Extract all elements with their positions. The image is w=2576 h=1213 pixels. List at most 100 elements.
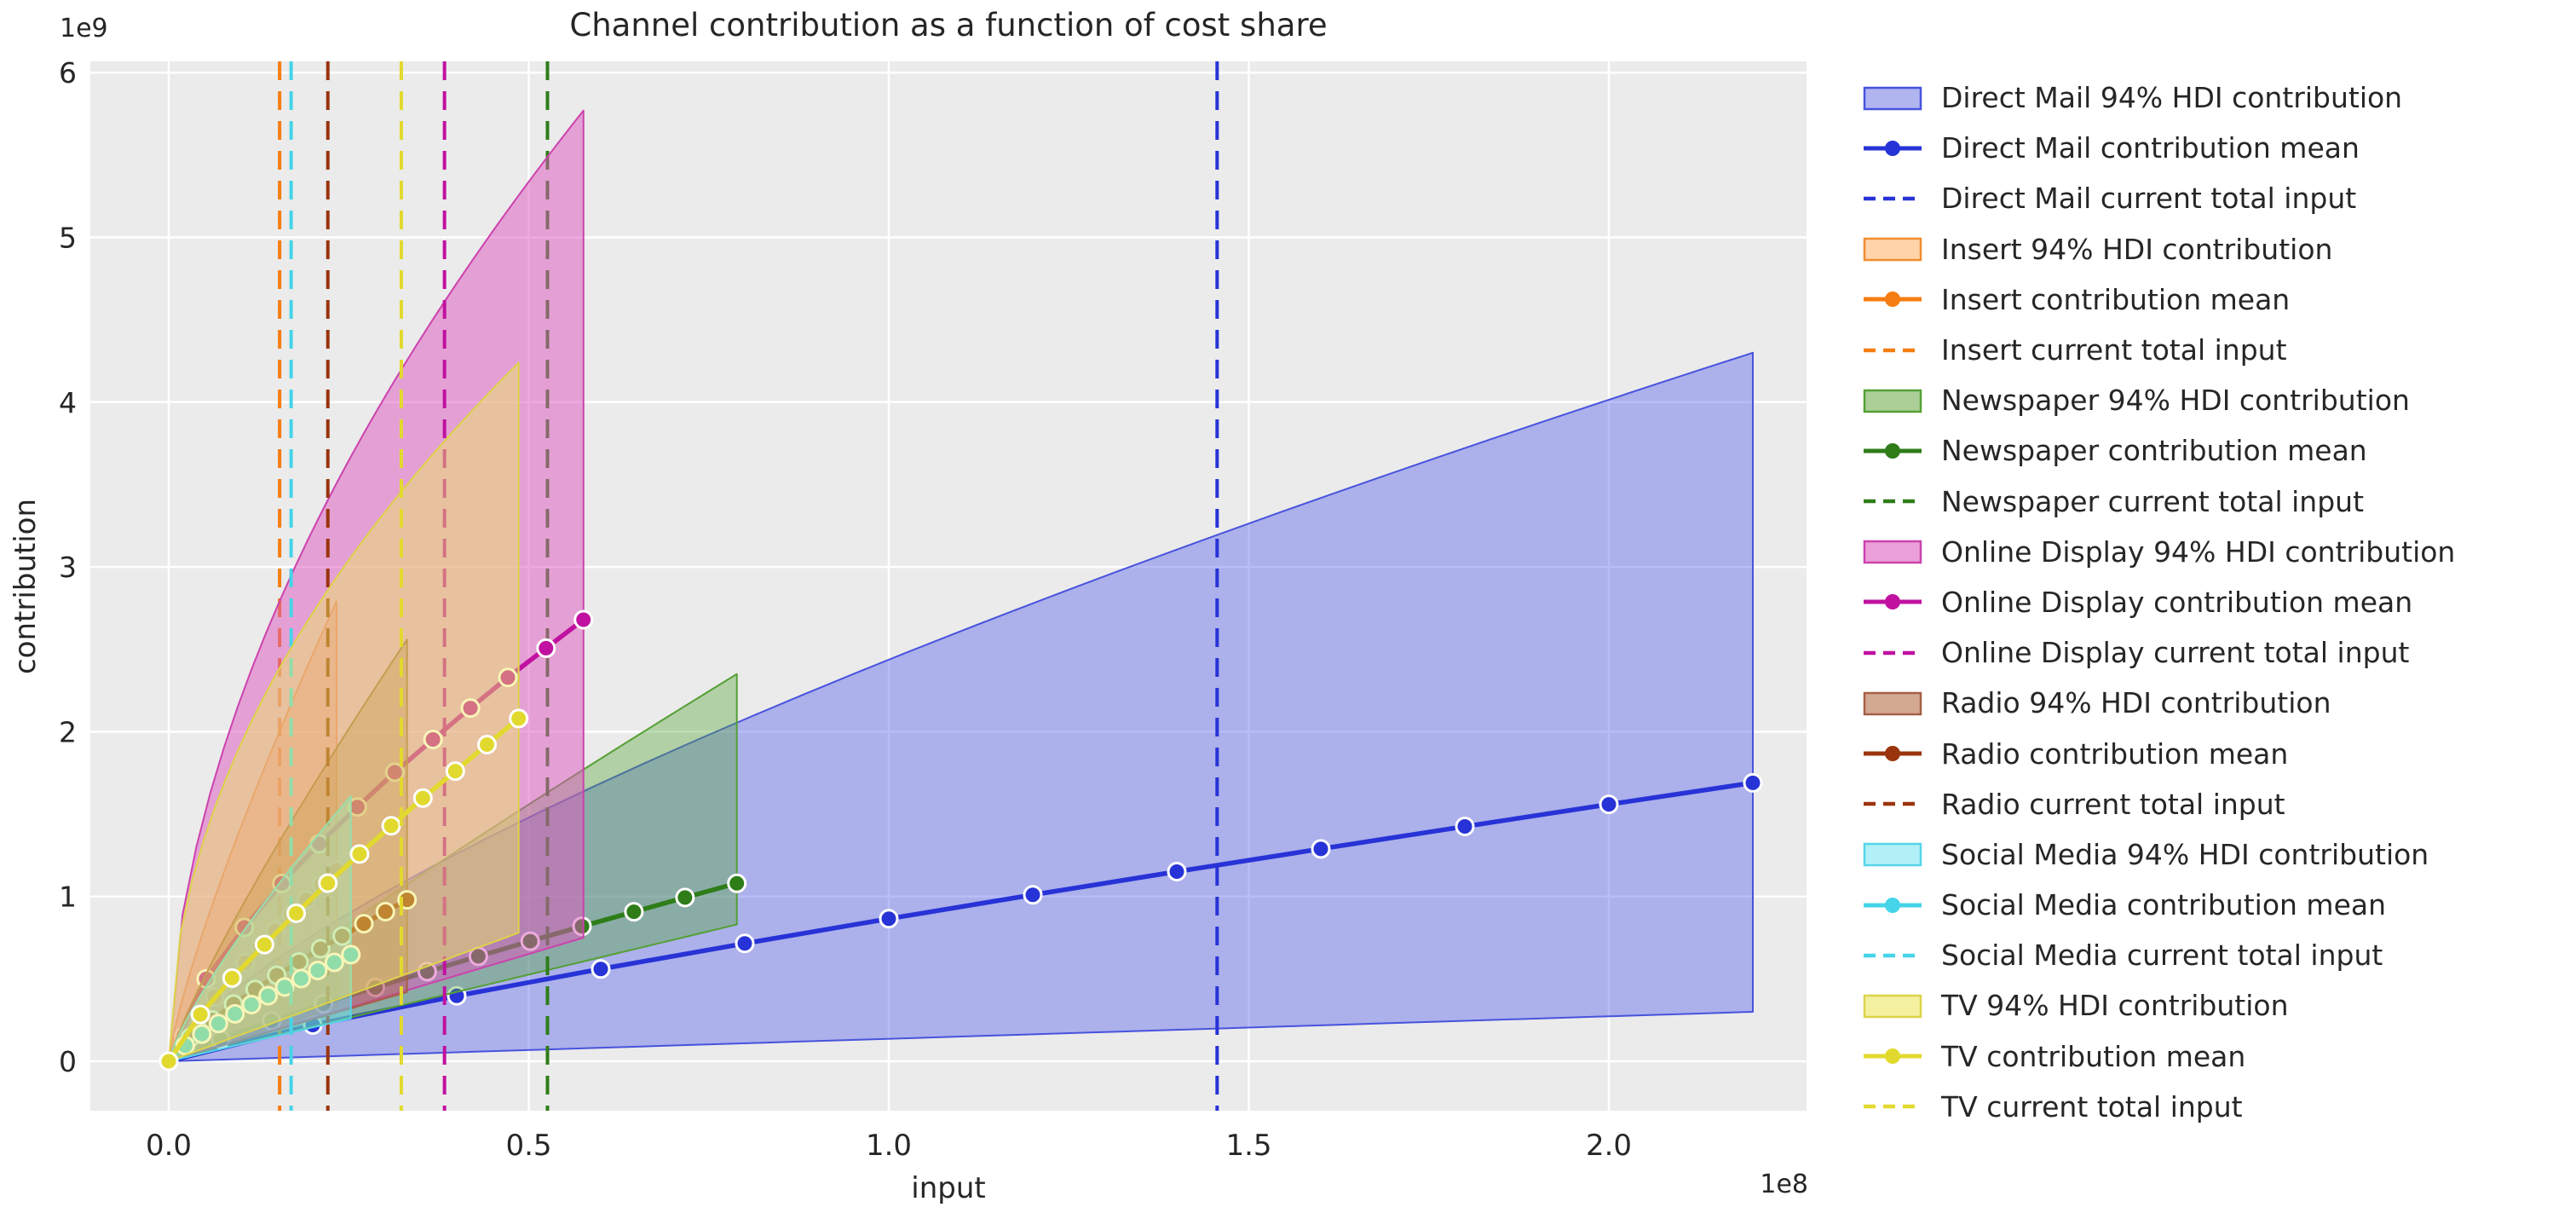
legend-item: Insert 94% HDI contribution (1863, 224, 2570, 274)
legend-dash-swatch-icon (1864, 499, 1922, 504)
legend-label: Radio 94% HDI contribution (1941, 686, 2331, 720)
legend-item: Newspaper 94% HDI contribution (1863, 375, 2570, 425)
mean-dot-tv (190, 1004, 210, 1025)
mean-dot-direct-mail (735, 933, 755, 954)
mean-dot-tv (318, 873, 338, 893)
mean-dot-social-media (291, 968, 311, 989)
hdi-band-tv (168, 361, 520, 1062)
mean-dot-direct-mail (1023, 885, 1043, 905)
mean-dot-tv (412, 788, 433, 808)
chart-title: Channel contribution as a function of co… (569, 7, 1328, 43)
mean-dot-social-media (324, 952, 344, 973)
y-tick-label: 4 (59, 386, 77, 419)
mean-dot-online-display (536, 638, 556, 658)
mean-dot-social-media (274, 977, 295, 997)
mean-dot-tv (254, 934, 274, 955)
legend-item: Online Display 94% HDI contribution (1863, 527, 2570, 577)
legend-line-swatch-icon (1864, 897, 1922, 913)
legend-dash-swatch-icon (1864, 348, 1922, 352)
legend-label: Online Display 94% HDI contribution (1941, 534, 2456, 569)
legend-item: TV contribution mean (1863, 1031, 2570, 1082)
mean-dot-newspaper (727, 873, 747, 893)
legend-label: Direct Mail 94% HDI contribution (1941, 81, 2403, 115)
mean-dot-tv (158, 1051, 179, 1071)
legend-label: TV contribution mean (1941, 1039, 2246, 1073)
mean-dot-direct-mail (1311, 839, 1331, 859)
legend-dash-swatch-icon (1864, 196, 1922, 201)
mean-dot-tv (381, 816, 401, 836)
legend-item: Social Media contribution mean (1863, 880, 2570, 930)
x-axis-label: input (911, 1171, 986, 1205)
legend-item: Insert current total input (1863, 325, 2570, 375)
legend-item: Radio 94% HDI contribution (1863, 678, 2570, 728)
legend-patch-swatch-icon (1863, 86, 1922, 110)
legend-dash-swatch-icon (1864, 1105, 1922, 1109)
mean-dot-social-media (208, 1014, 228, 1034)
legend-line-swatch-icon (1864, 140, 1922, 156)
legend-label: Insert contribution mean (1941, 282, 2291, 316)
legend-item: Newspaper current total input (1863, 477, 2570, 527)
legend-patch-swatch-icon (1863, 237, 1922, 262)
legend-line-swatch-icon (1864, 1048, 1922, 1065)
mean-dot-social-media (308, 960, 328, 980)
legend: Direct Mail 94% HDI contribution Direct M… (1863, 72, 2570, 1132)
legend-label: Newspaper current total input (1941, 484, 2365, 518)
legend-label: Insert 94% HDI contribution (1941, 232, 2333, 266)
mean-dot-social-media (341, 944, 361, 965)
y-axis-label: contribution (9, 498, 43, 675)
mean-dot-online-display (347, 797, 367, 817)
mean-dot-social-media (192, 1024, 212, 1044)
mean-dot-online-display (384, 762, 405, 783)
mean-dot-social-media (225, 1003, 245, 1024)
legend-line-swatch-icon (1864, 594, 1922, 610)
mean-dot-direct-mail (1743, 772, 1763, 793)
legend-item: Newspaper contribution mean (1863, 425, 2570, 476)
mean-dot-direct-mail (1167, 862, 1187, 882)
y-tick-label: 3 (59, 551, 77, 584)
mean-dot-direct-mail (1455, 817, 1475, 837)
mean-dot-online-display (498, 667, 518, 688)
legend-label: Social Media 94% HDI contribution (1941, 837, 2429, 871)
y-tick-label: 6 (59, 56, 77, 90)
legend-item: Direct Mail current total input (1863, 173, 2570, 223)
legend-label: Direct Mail contribution mean (1941, 131, 2360, 165)
mean-dot-social-media (258, 985, 279, 1006)
y-tick-label: 1 (59, 881, 77, 914)
mean-dot-tv (509, 708, 529, 729)
mean-dot-direct-mail (879, 909, 899, 929)
legend-item: Insert contribution mean (1863, 274, 2570, 325)
y-axis-offset-text: 1e9 (60, 14, 108, 43)
legend-label: Online Display contribution mean (1941, 585, 2413, 619)
legend-dash-swatch-icon (1864, 953, 1922, 958)
mean-dot-radio (375, 901, 395, 921)
mean-dot-direct-mail (591, 959, 611, 979)
legend-line-swatch-icon (1864, 746, 1922, 762)
y-tick-label: 2 (59, 715, 77, 748)
mean-dot-newspaper (624, 902, 644, 922)
legend-item: TV 94% HDI contribution (1863, 980, 2570, 1031)
mean-dot-online-display (573, 609, 594, 630)
mean-dot-tv (286, 903, 307, 923)
hdi-band-social-media (168, 794, 352, 1062)
legend-label: Newspaper contribution mean (1941, 434, 2367, 468)
mean-dot-social-media (241, 995, 262, 1015)
legend-label: Insert current total input (1941, 333, 2287, 367)
legend-label: Direct Mail current total input (1941, 182, 2357, 216)
y-tick-label: 0 (59, 1045, 77, 1078)
mean-dot-direct-mail (1599, 794, 1619, 815)
x-tick-label: 0.5 (505, 1129, 551, 1163)
legend-label: Radio contribution mean (1941, 736, 2289, 771)
legend-dash-swatch-icon (1864, 650, 1922, 655)
legend-label: Newspaper 94% HDI contribution (1941, 384, 2410, 418)
mean-dot-tv (445, 761, 465, 782)
legend-line-swatch-icon (1864, 292, 1922, 308)
legend-patch-swatch-icon (1863, 691, 1922, 716)
mean-dot-newspaper (675, 887, 695, 908)
legend-dash-swatch-icon (1864, 801, 1922, 806)
legend-item: Direct Mail contribution mean (1863, 123, 2570, 173)
x-tick-label: 1.0 (866, 1129, 912, 1163)
mean-dot-tv (222, 968, 242, 988)
x-axis-offset-text: 1e8 (1760, 1170, 1808, 1199)
legend-label: Social Media current total input (1941, 939, 2383, 973)
